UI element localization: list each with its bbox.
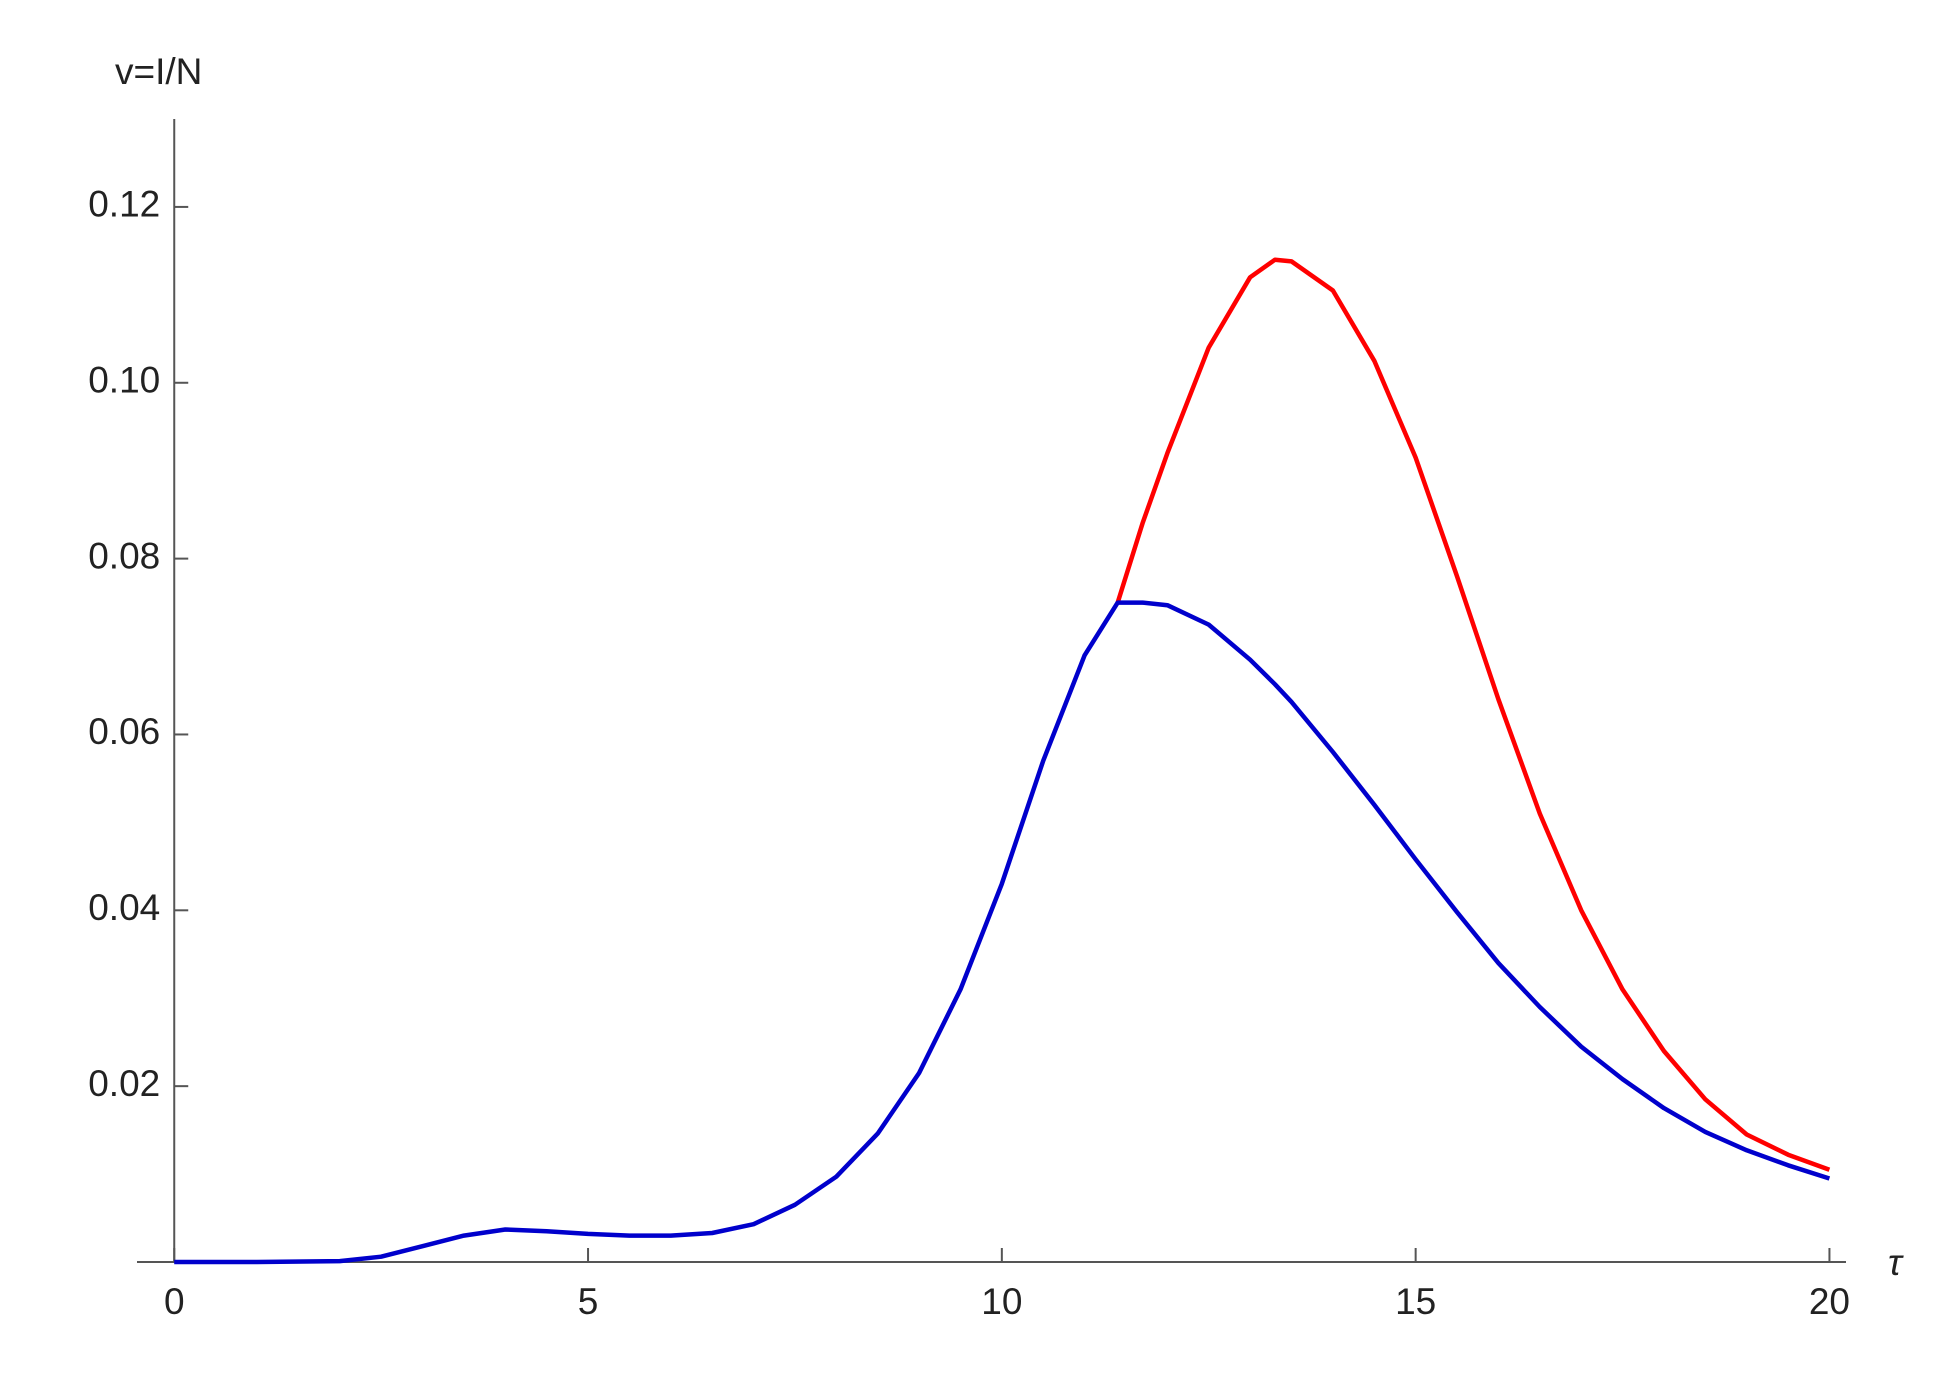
x-tick-label: 5 — [578, 1281, 599, 1322]
y-tick-label: 0.04 — [88, 887, 160, 928]
y-axis-label: v=I/N — [115, 51, 202, 92]
x-tick-label: 15 — [1395, 1281, 1436, 1322]
y-tick-label: 0.02 — [88, 1063, 160, 1104]
y-tick-label: 0.10 — [88, 360, 160, 401]
x-tick-label: 0 — [164, 1281, 185, 1322]
y-tick-label: 0.12 — [88, 184, 160, 225]
series-line — [1115, 257, 1831, 1172]
y-tick-label: 0.06 — [88, 711, 160, 752]
y-tick-label: 0.08 — [88, 535, 160, 576]
x-tick-label: 10 — [981, 1281, 1022, 1322]
series-line — [174, 600, 1831, 1265]
x-tick-label: 20 — [1809, 1281, 1850, 1322]
x-axis-label: τ — [1888, 1242, 1904, 1283]
